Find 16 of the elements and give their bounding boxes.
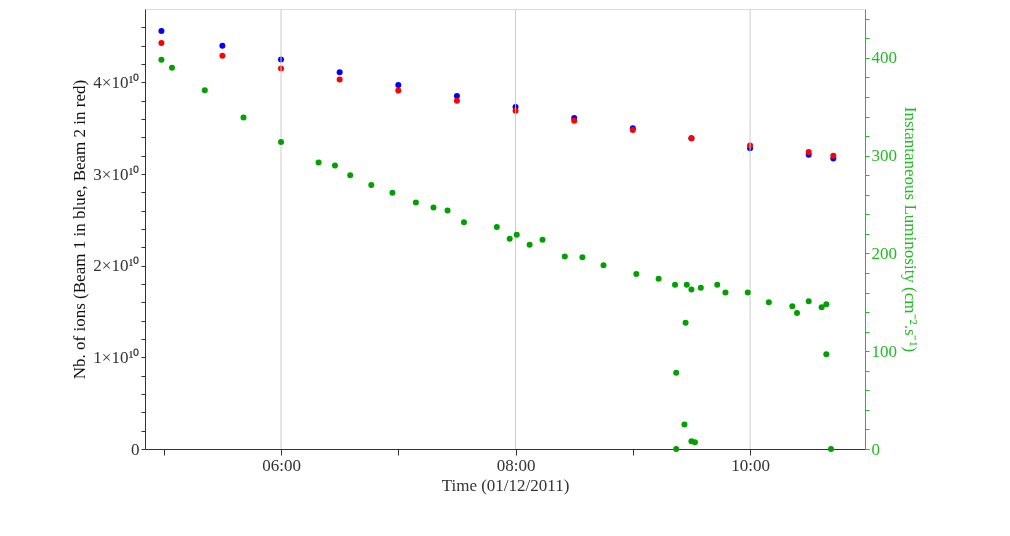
y-axis-title: Nb. of ions (Beam 1 in blue, Beam 2 in red)	[70, 79, 90, 380]
x-tick-label: 08:00	[496, 455, 536, 475]
y-tick-label: 3×10¹⁰	[93, 164, 140, 184]
y2-tick-label: 100	[871, 341, 897, 361]
x-tick-label: 06:00	[262, 455, 301, 475]
y2-axis-title: Instantaneous Luminosity (cm⁻².s⁻¹)	[901, 106, 920, 353]
y2-tick-label: 0	[871, 439, 880, 459]
y2-tick-label: 300	[871, 146, 897, 166]
y2-tick-label: 200	[871, 243, 897, 263]
y-tick-label: 1×10¹⁰	[93, 347, 140, 367]
x-axis-title: Time (01/12/2011)	[441, 475, 570, 495]
y-tick-label: 4×10¹⁰	[93, 72, 140, 92]
y-tick-label: 0	[131, 439, 140, 459]
y-tick-label: 2×10¹⁰	[93, 256, 140, 276]
y2-tick-label: 400	[871, 48, 897, 68]
x-tick-label: 10:00	[731, 455, 770, 475]
